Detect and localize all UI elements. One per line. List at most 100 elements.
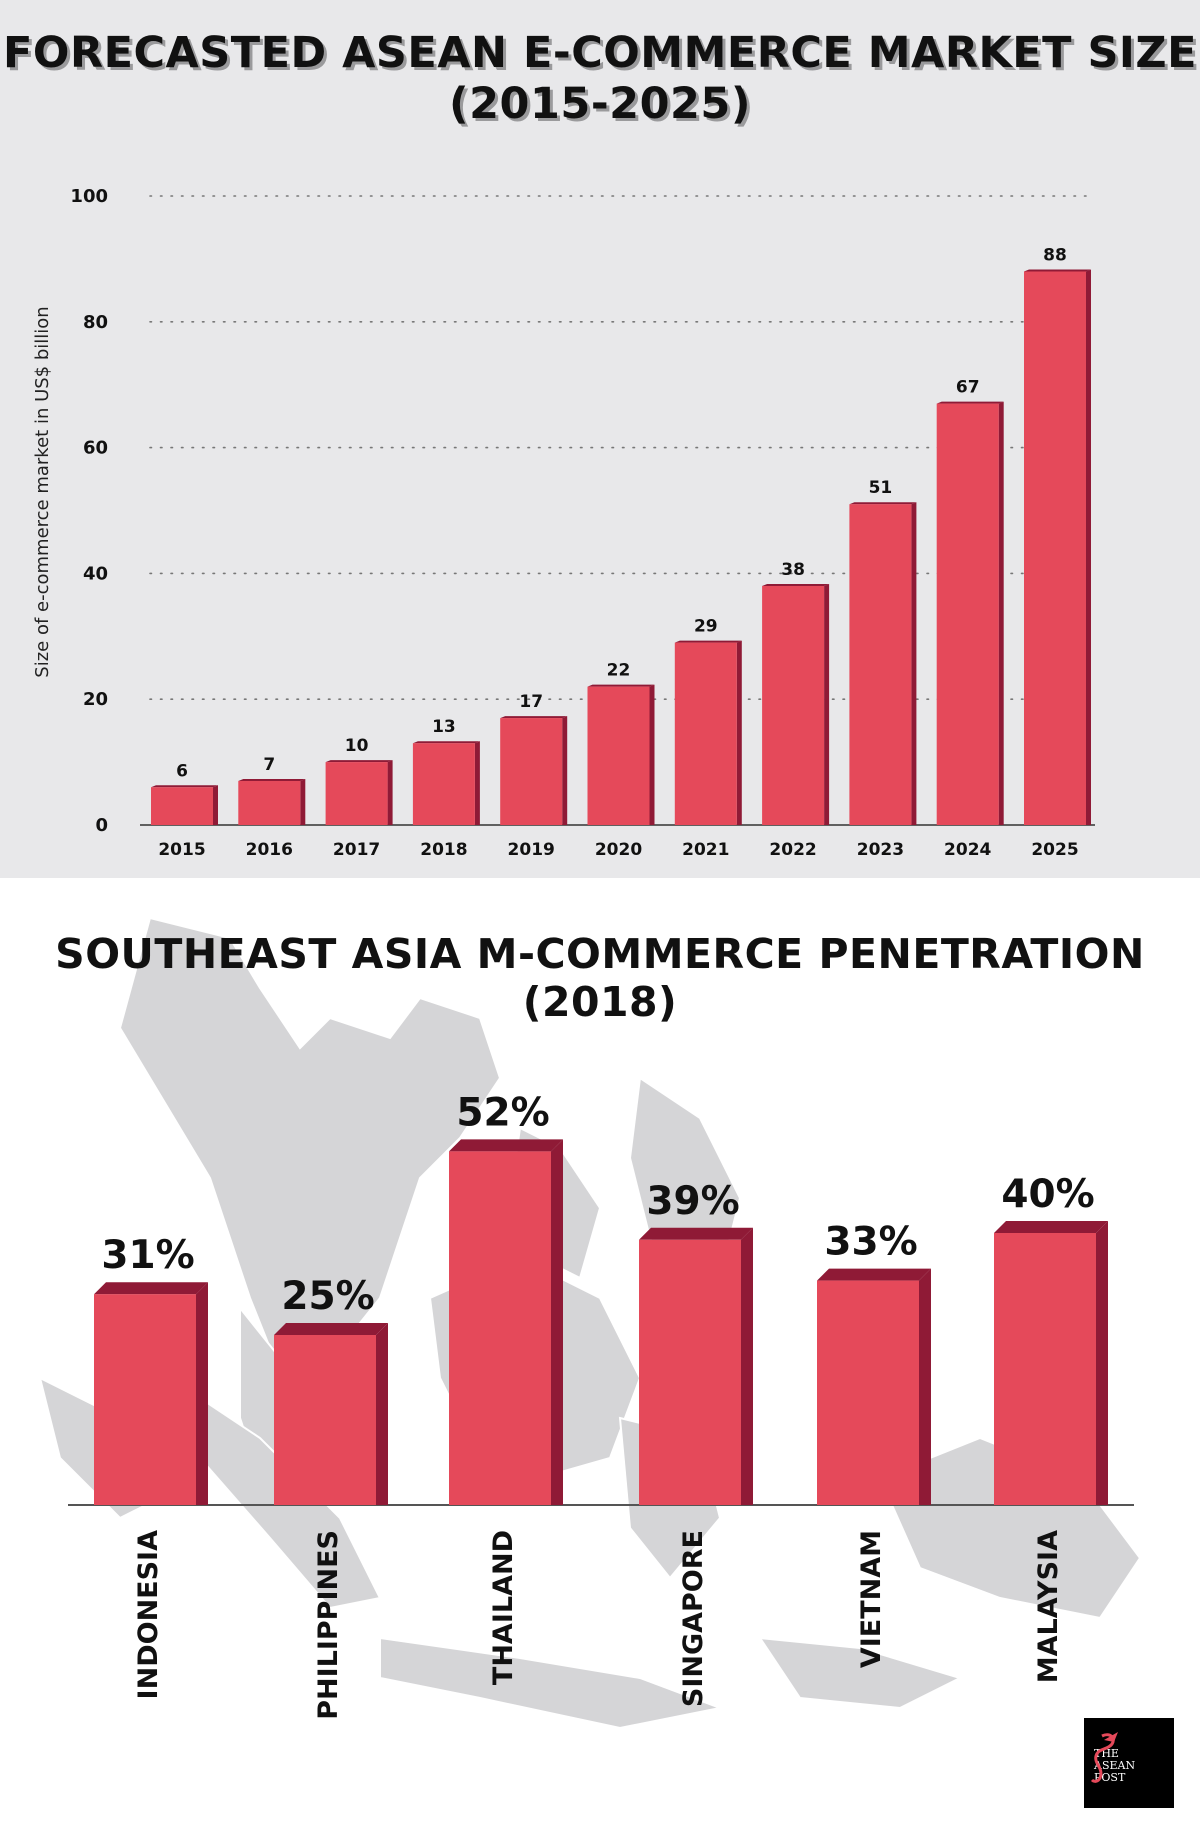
data-label-malaysia: 40% xyxy=(1001,1172,1094,1217)
data-label-singapore: 39% xyxy=(646,1179,739,1224)
bar-2021 xyxy=(674,642,737,825)
x-tick-label-2021: 2021 xyxy=(682,840,729,860)
bar-singapore xyxy=(639,1239,741,1505)
x-tick-label-2019: 2019 xyxy=(508,840,555,860)
bar-side-2018 xyxy=(474,741,480,825)
bar-top-thailand xyxy=(449,1139,563,1152)
bar-top-2020 xyxy=(587,684,655,687)
category-label-philippines: PHILIPPINES xyxy=(313,1530,344,1720)
data-label-2021: 29 xyxy=(694,617,718,637)
category-label-thailand: THAILAND xyxy=(488,1530,519,1685)
y-tick-label: 60 xyxy=(83,438,108,459)
bar-2024 xyxy=(936,403,999,825)
bar-side-2019 xyxy=(562,716,568,825)
bar-2022 xyxy=(762,585,825,825)
bar-side-vietnam xyxy=(919,1268,931,1505)
bar-2019 xyxy=(500,718,563,825)
bar-top-malaysia xyxy=(994,1221,1108,1233)
bar-side-2015 xyxy=(213,785,218,825)
data-label-2020: 22 xyxy=(607,661,631,681)
chart2-title: SOUTHEAST ASIA M-COMMERCE PENETRATION (2… xyxy=(0,930,1200,1027)
bar-2025 xyxy=(1024,271,1086,826)
bar-side-malaysia xyxy=(1096,1221,1108,1505)
bar-2018 xyxy=(412,743,475,825)
x-tick-label-2018: 2018 xyxy=(420,840,467,860)
bar-vietnam xyxy=(817,1280,919,1505)
bar-side-2021 xyxy=(736,640,742,825)
bar-side-singapore xyxy=(741,1227,753,1505)
data-label-2022: 38 xyxy=(781,560,805,580)
bar-top-2025 xyxy=(1024,269,1091,272)
bar-side-2020 xyxy=(649,684,655,825)
data-label-2017: 10 xyxy=(345,736,369,756)
chart1-svg: 0 20 40 60 80 100 6 2015 7 2016 10 2017 13 2018 17 2019… xyxy=(70,186,1096,860)
x-tick-label-2017: 2017 xyxy=(333,840,380,860)
x-tick-label-2022: 2022 xyxy=(769,840,816,860)
bar-top-indonesia xyxy=(94,1282,208,1295)
bar-top-philippines xyxy=(274,1323,388,1335)
data-label-2025: 88 xyxy=(1043,245,1067,265)
y-tick-label: 80 xyxy=(83,312,108,333)
bar-2023 xyxy=(849,504,912,825)
x-tick-label-2025: 2025 xyxy=(1031,840,1078,860)
bar-side-2023 xyxy=(911,502,917,825)
data-label-2016: 7 xyxy=(263,755,275,775)
y-tick-label: 20 xyxy=(83,689,108,710)
x-tick-label-2023: 2023 xyxy=(857,840,904,860)
category-label-indonesia: INDONESIA xyxy=(133,1530,164,1700)
data-label-2024: 67 xyxy=(956,378,980,398)
chart1-title: FORECASTED ASEAN E-COMMERCE MARKET SIZE … xyxy=(0,28,1200,129)
bar-top-singapore xyxy=(639,1227,753,1240)
asean-post-logo: THE ASEAN POST xyxy=(1084,1718,1174,1808)
x-tick-label-2024: 2024 xyxy=(944,840,991,860)
bar-top-2022 xyxy=(762,583,830,586)
x-tick-label-2016: 2016 xyxy=(246,840,293,860)
bar-side-thailand xyxy=(551,1139,563,1505)
chart2-title-text: SOUTHEAST ASIA M-COMMERCE PENETRATION (2… xyxy=(55,930,1145,1027)
bar-side-indonesia xyxy=(196,1282,208,1505)
bar-side-2025 xyxy=(1086,269,1091,826)
y-tick-label: 0 xyxy=(95,815,108,836)
bar-2020 xyxy=(587,686,650,825)
bar-2016 xyxy=(238,780,301,825)
bar-thailand xyxy=(449,1151,551,1505)
bar-top-vietnam xyxy=(817,1268,931,1281)
bar-top-2016 xyxy=(238,778,306,781)
data-label-2023: 51 xyxy=(869,478,893,498)
bar-philippines xyxy=(274,1335,376,1505)
data-label-2018: 13 xyxy=(432,717,456,737)
x-tick-label-2020: 2020 xyxy=(595,840,642,860)
bird-icon xyxy=(1090,1732,1118,1783)
bar-top-2021 xyxy=(674,640,742,643)
bar-side-2017 xyxy=(387,760,393,825)
logo-line-2: ASEAN xyxy=(1094,1759,1136,1772)
data-label-2015: 6 xyxy=(176,761,188,781)
data-label-thailand: 52% xyxy=(456,1090,549,1135)
data-label-2019: 17 xyxy=(519,692,543,712)
bar-side-2016 xyxy=(300,778,306,825)
bar-top-2024 xyxy=(936,401,1004,404)
bar-top-2019 xyxy=(500,716,568,719)
bar-top-2018 xyxy=(412,741,480,744)
data-label-indonesia: 31% xyxy=(101,1233,194,1278)
y-tick-label: 40 xyxy=(83,563,108,584)
chart1-title-text: FORECASTED ASEAN E-COMMERCE MARKET SIZE … xyxy=(3,28,1197,129)
y-tick-label: 100 xyxy=(70,186,108,207)
bar-side-philippines xyxy=(376,1323,388,1505)
category-label-vietnam: VIETNAM xyxy=(856,1530,887,1668)
data-label-vietnam: 33% xyxy=(824,1220,917,1265)
bar-top-2023 xyxy=(849,502,917,505)
bar-2017 xyxy=(325,762,388,825)
category-label-malaysia: MALAYSIA xyxy=(1033,1530,1064,1683)
bar-2015 xyxy=(151,787,213,825)
x-tick-label-2015: 2015 xyxy=(158,840,205,860)
bar-top-2015 xyxy=(151,785,218,788)
bar-indonesia xyxy=(94,1294,196,1505)
category-label-singapore: SINGAPORE xyxy=(678,1530,709,1707)
bar-top-2017 xyxy=(325,760,393,763)
bar-malaysia xyxy=(994,1233,1096,1505)
bar-side-2022 xyxy=(824,583,830,825)
bar-side-2024 xyxy=(998,401,1004,825)
data-label-philippines: 25% xyxy=(281,1274,374,1319)
